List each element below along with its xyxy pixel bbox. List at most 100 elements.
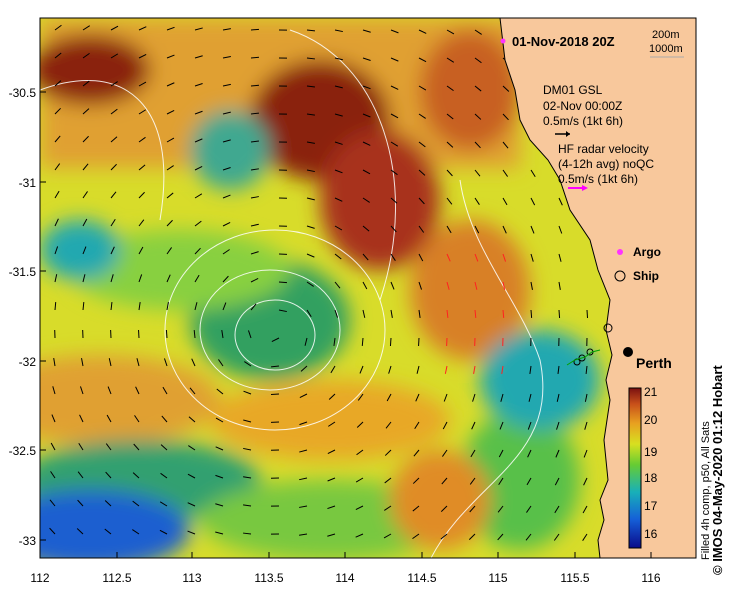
velocity-arrow (328, 393, 336, 400)
velocity-arrow (138, 136, 146, 143)
velocity-arrow (82, 163, 89, 171)
velocity-arrow (135, 386, 140, 395)
velocity-arrow (191, 358, 196, 367)
velocity-arrow (502, 169, 509, 177)
velocity-arrow (558, 309, 561, 319)
velocity-arrow (334, 309, 339, 318)
velocity-arrow (558, 253, 562, 262)
velocity-arrow (138, 26, 147, 31)
velocity-arrow (222, 111, 231, 115)
velocity-arrow (583, 449, 588, 458)
velocity-arrow (530, 309, 533, 319)
velocity-arrow (188, 445, 196, 451)
velocity-arrow (104, 500, 112, 507)
velocity-arrow (187, 530, 196, 535)
velocity-arrow (138, 246, 144, 255)
velocity-arrow (554, 477, 560, 486)
velocity-arrow (362, 225, 370, 232)
velocity-arrow (271, 337, 280, 343)
velocity-arrow (306, 253, 315, 258)
velocity-arrow (327, 533, 336, 537)
velocity-arrow (110, 191, 117, 199)
velocity-arrow (82, 301, 85, 311)
velocity-arrow (474, 85, 482, 92)
velocity-arrow (530, 253, 534, 262)
argo-legend-label: Argo (633, 245, 661, 259)
velocity-arrow (390, 225, 397, 233)
velocity-arrow (469, 505, 476, 513)
velocity-arrow (386, 393, 392, 402)
velocity-arrow (446, 57, 455, 63)
velocity-arrow (138, 164, 146, 171)
velocity-arrow (194, 220, 202, 227)
velocity-arrow (474, 113, 482, 120)
velocity-arrow (529, 365, 532, 374)
velocity-arrow (54, 80, 62, 87)
velocity-arrow (446, 281, 450, 290)
velocity-arrow (418, 85, 427, 91)
velocity-arrow (334, 57, 343, 61)
x-tick-label: 113.5 (254, 571, 283, 585)
velocity-arrow (107, 386, 112, 395)
velocity-arrow (440, 505, 448, 512)
velocity-arrow (446, 197, 453, 205)
depth-contour-1000: 1000m (649, 43, 683, 55)
velocity-arrow (82, 135, 89, 143)
velocity-arrow (390, 197, 398, 204)
velocity-arrow (81, 358, 84, 367)
velocity-arrow (110, 136, 118, 143)
velocity-arrow (194, 274, 200, 283)
ssh-contours (40, 29, 544, 558)
velocity-arrow (414, 421, 420, 430)
velocity-arrow (165, 329, 168, 339)
velocity-arrow (530, 169, 536, 178)
velocity-arrow (242, 532, 252, 535)
velocity-arrow (50, 471, 56, 479)
velocity-arrow (159, 529, 168, 535)
velocity-arrow (306, 225, 315, 229)
velocity-arrow (188, 416, 196, 423)
velocity-arrow (469, 477, 476, 485)
velocity-arrow (138, 274, 143, 283)
velocity-arrow (584, 393, 588, 402)
velocity-arrow (446, 141, 454, 148)
velocity-arrow (502, 253, 507, 262)
velocity-arrow (384, 477, 392, 484)
velocity-arrow (243, 476, 252, 479)
velocity-arrow (110, 301, 113, 311)
velocity-arrow (54, 52, 62, 59)
velocity-arrow (194, 55, 203, 59)
velocity-arrow (527, 449, 532, 458)
city-label-perth: Perth (636, 355, 672, 371)
velocity-arrow (222, 249, 230, 255)
velocity-arrow (416, 365, 420, 374)
velocity-arrow (306, 57, 316, 60)
velocity-arrow (446, 225, 452, 234)
velocity-arrow (471, 421, 476, 430)
velocity-arrow (330, 365, 336, 374)
velocity-arrow (166, 82, 175, 87)
colorbar (628, 387, 642, 549)
velocity-arrow (497, 533, 504, 541)
velocity-arrow (390, 29, 399, 34)
velocity-arrow (110, 81, 118, 87)
velocity-arrow (194, 247, 201, 255)
velocity-arrow (356, 421, 364, 428)
velocity-arrow (299, 449, 308, 453)
colorbar-tick: 16 (644, 527, 658, 541)
velocity-arrow (222, 139, 231, 143)
velocity-arrow (132, 500, 140, 507)
velocity-arrow (134, 415, 140, 423)
velocity-arrow (440, 533, 448, 540)
velocity-arrow (194, 138, 203, 143)
hf-radar-title: HF radar velocity (558, 142, 649, 156)
velocity-arrow (530, 281, 533, 290)
velocity-arrow (306, 197, 315, 201)
longitude-axis: 112 112.5 113 113.5 114 114.5 115 115.5 … (30, 571, 660, 585)
velocity-arrow (474, 197, 480, 205)
velocity-arrow (586, 309, 589, 319)
velocity-arrow (194, 27, 203, 31)
velocity-arrow (385, 421, 392, 429)
map-frame (39, 17, 697, 559)
